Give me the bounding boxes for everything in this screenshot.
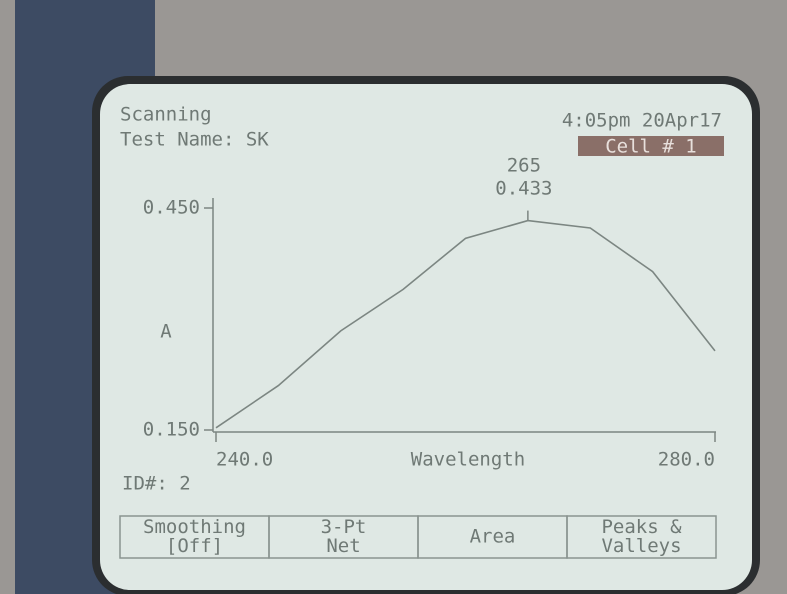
device-photo: Scanning Test Name: SK 4:05pm 20Apr17 Ce… bbox=[0, 0, 787, 594]
softkey-label: Area bbox=[470, 526, 516, 548]
sample-id: ID#: 2 bbox=[122, 473, 191, 495]
y-axis-label: A bbox=[160, 321, 172, 343]
cell: Cell # 1 bbox=[605, 136, 697, 158]
softkey-label: Net bbox=[326, 535, 360, 557]
softkey-label: Valleys bbox=[601, 535, 681, 557]
x-tick-label: 280.0 bbox=[658, 449, 715, 471]
softkey-label: [Off] bbox=[166, 535, 223, 557]
x-tick-label: 240.0 bbox=[216, 449, 273, 471]
mode: Scanning bbox=[120, 104, 212, 126]
y-tick-label: 0.150 bbox=[143, 419, 200, 441]
x-axis-label: Wavelength bbox=[411, 449, 525, 471]
screen bbox=[100, 84, 752, 590]
datetime: 4:05pm 20Apr17 bbox=[562, 110, 722, 132]
peak-x-label: 265 bbox=[507, 155, 541, 177]
page: Scanning Test Name: SK 4:05pm 20Apr17 Ce… bbox=[0, 0, 787, 594]
test-name: Test Name: SK bbox=[120, 129, 269, 151]
y-tick-label: 0.450 bbox=[143, 197, 200, 219]
peak-y-label: 0.433 bbox=[495, 178, 552, 200]
